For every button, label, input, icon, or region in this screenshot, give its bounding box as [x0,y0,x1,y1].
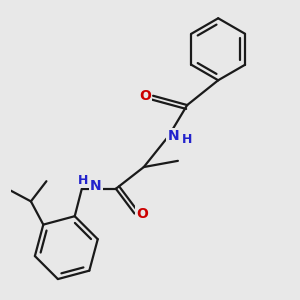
Text: O: O [136,206,148,220]
Text: N: N [90,178,102,193]
Text: O: O [140,89,151,103]
Text: H: H [182,133,192,146]
Text: N: N [167,129,179,143]
Text: H: H [78,175,88,188]
